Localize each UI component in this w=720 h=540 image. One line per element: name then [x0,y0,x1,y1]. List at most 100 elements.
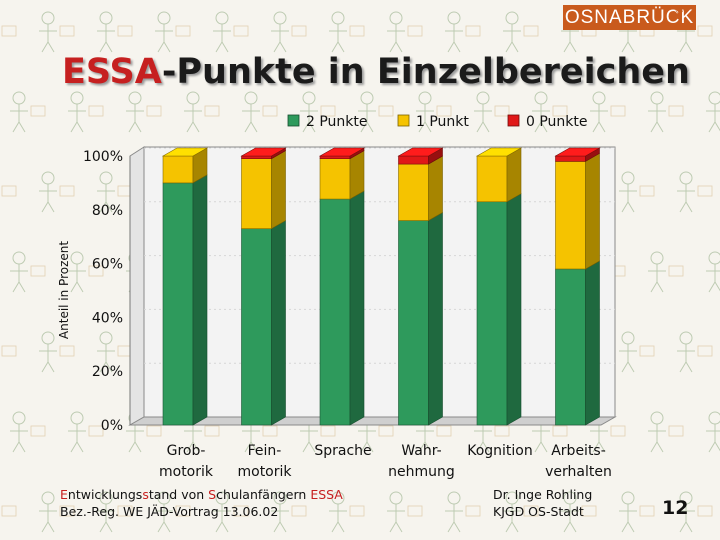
doodle-head [302,91,316,105]
doodle-head [12,251,26,265]
doodle-body [68,104,86,133]
y-tick-label: 20% [92,364,123,380]
doodle-head [157,11,171,25]
doodle-figure [706,411,720,453]
legend-label: 1 Punkt [416,114,469,130]
doodle-head [621,171,635,185]
doodle-sign [697,25,713,37]
bar-side [585,260,600,426]
doodle-figure [1,25,17,37]
doodle-head [273,11,287,25]
doodle-figure [271,11,307,53]
doodle-body [184,104,202,133]
doodle-sign [378,105,394,117]
doodle-figure [503,11,539,53]
doodle-figure [97,331,133,373]
doodle-head [418,91,432,105]
doodle-body [619,344,637,373]
doodle-body [706,104,720,133]
doodle-body [10,424,28,453]
doodle-sign [523,505,539,517]
doodle-figure [677,171,713,213]
doodle-head [534,91,548,105]
doodle-sign [117,505,133,517]
doodle-sign [1,505,17,517]
doodle-head [592,91,606,105]
doodle-sign [349,25,365,37]
doodle-body [39,504,57,533]
doodle-figure [590,91,626,133]
doodle-body [39,344,57,373]
bar-top [475,147,523,157]
doodle-figure [503,491,539,533]
doodle-sign [146,105,162,117]
doodle-body [445,504,463,533]
doodle-head [41,331,55,345]
bar-front-2-punkte [476,201,508,426]
bar-front-1-punkt [319,158,351,200]
x-category-label: motorik [159,464,214,480]
doodle-sign [494,105,510,117]
doodle-figure [68,251,104,293]
legend-item: 1 Punkt [397,114,469,130]
doodle-figure [677,491,713,533]
doodle-figure [1,345,17,357]
bar-front-0-punkte [319,155,351,159]
doodle-body [68,424,86,453]
doodle-body [329,24,347,53]
doodle-body [619,504,637,533]
page-number: 12 [662,497,689,519]
doodle-head [708,251,720,265]
bar-side [428,212,443,426]
doodle-figure [677,331,713,373]
legend-item: 2 Punkte [287,114,368,130]
legend-label: 2 Punkte [306,114,368,130]
doodle-sign [668,265,684,277]
title-rest: -Punkte in Einzelbereichen [161,52,690,92]
doodle-body [706,264,720,293]
doodle-sign [233,25,249,37]
doodle-body [213,24,231,53]
doodle-body [677,504,695,533]
bar-front-0-punkte [241,155,272,159]
bar-front-2-punkte [241,228,272,426]
doodle-body [590,104,608,133]
chart-back-wall [143,146,616,418]
doodle-sign [59,345,75,357]
bar-front-0-punkte [398,155,429,165]
doodle-sign [291,505,307,517]
x-category-label: Fein- [248,443,282,459]
doodle-body [300,424,318,453]
doodle-head [331,11,345,25]
doodle-head [215,11,229,25]
bar-front-1-punkt [162,155,194,184]
doodle-sign [320,425,336,437]
doodle-sign [88,105,104,117]
doodle-sign [610,105,626,117]
x-category-label: nehmung [388,464,455,480]
doodle-sign [262,425,278,437]
bar-side [428,155,443,222]
legend-label: 0 Punkte [526,114,588,130]
bar-side [349,190,365,426]
y-tick-label: 40% [92,310,123,326]
doodle-figure [213,491,249,533]
doodle-head [389,11,403,25]
doodle-sign [697,345,713,357]
doodle-figure [648,91,684,133]
doodle-body [300,104,318,133]
footer-left-line2: Bez.-Reg. WE JÄD-Vortrag 13.06.02 [60,504,279,519]
doodle-head [505,11,519,25]
doodle-figure [68,91,104,133]
doodle-head [128,91,142,105]
doodle-body [503,24,521,53]
doodle-sign [436,105,452,117]
bar-top [161,147,209,157]
footer-institution: KJGD OS-Stadt [493,504,584,519]
doodle-sign [204,425,220,437]
doodle-figure [1,505,17,517]
doodle-head [41,11,55,25]
doodle-sign [262,105,278,117]
footer-left-line1: Entwicklungsstand von Schulanfängern ESS… [60,487,343,502]
